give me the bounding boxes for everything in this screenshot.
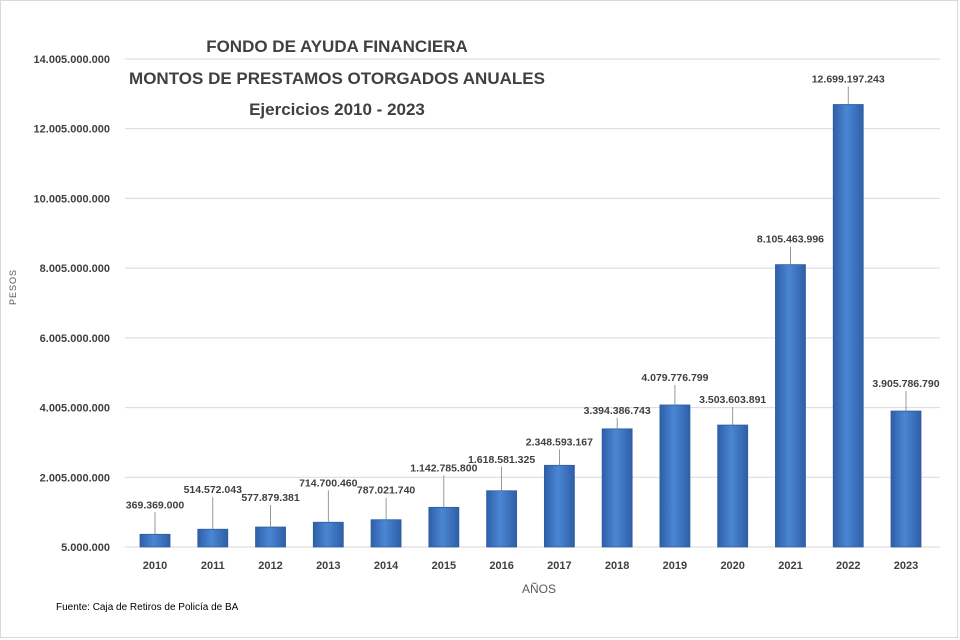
x-tick-label: 2012	[258, 560, 282, 572]
chart-title-line-2: MONTOS DE PRESTAMOS OTORGADOS ANUALES	[129, 69, 545, 88]
y-tick-label: 10.005.000.000	[34, 193, 110, 205]
bar-2022	[832, 104, 864, 548]
chart-title-line-1: FONDO DE AYUDA FINANCIERA	[206, 37, 468, 56]
data-label-2014: 787.021.740	[357, 485, 416, 497]
source-note: Fuente: Caja de Retiros de Policía de BA	[56, 602, 239, 613]
bar-2019	[659, 404, 691, 548]
data-label-2017: 2.348.593.167	[526, 436, 593, 448]
y-tick-label: 5.000.000	[61, 542, 110, 554]
bar-2013	[312, 521, 344, 548]
x-tick-label: 2011	[201, 560, 225, 572]
data-label-2018: 3.394.386.743	[584, 405, 651, 417]
x-axis-title: AÑOS	[522, 582, 556, 596]
y-tick-label: 14.005.000.000	[34, 54, 110, 66]
x-tick-label: 2019	[663, 560, 687, 572]
bar-2018	[601, 428, 633, 548]
data-label-2021: 8.105.463.996	[757, 234, 824, 246]
bar-2020	[717, 424, 749, 548]
gridlines	[125, 58, 940, 548]
data-label-2019: 4.079.776.799	[641, 372, 708, 384]
x-tick-label: 2014	[374, 560, 399, 572]
x-tick-label: 2017	[547, 560, 571, 572]
x-tick-label: 2020	[720, 560, 744, 572]
x-tick-label: 2023	[894, 560, 918, 572]
x-tick-label: 2013	[316, 560, 340, 572]
y-tick-label: 2.005.000.000	[40, 472, 110, 484]
x-tick-label: 2010	[143, 560, 167, 572]
x-axis-ticks: 2010 2011 2012 2013 2014 2015 2016 2017 2018 2019…	[143, 560, 918, 572]
data-label-2011: 514.572.043	[184, 484, 243, 496]
bar-2011	[197, 528, 229, 548]
y-axis-title: PESOS	[8, 269, 18, 305]
data-label-2015: 1.142.785.800	[410, 462, 477, 474]
bar-2014	[370, 519, 402, 548]
x-tick-label: 2021	[778, 560, 802, 572]
data-label-2012: 577.879.381	[241, 492, 300, 504]
x-tick-label: 2016	[489, 560, 513, 572]
x-tick-label: 2022	[836, 560, 860, 572]
chart-title-line-3: Ejercicios 2010 - 2023	[249, 100, 425, 119]
y-axis-ticks: 5.000.000 2.005.000.000 4.005.000.000 6.005…	[34, 54, 110, 554]
y-tick-label: 6.005.000.000	[40, 333, 110, 345]
bar-2017	[543, 464, 575, 548]
data-label-2010: 369.369.000	[126, 499, 185, 511]
y-tick-label: 4.005.000.000	[40, 403, 110, 415]
data-label-2013: 714.700.460	[299, 477, 358, 489]
x-tick-label: 2015	[432, 560, 456, 572]
bar-2010	[139, 533, 171, 548]
data-label-2023: 3.905.786.790	[872, 378, 939, 390]
bar-2021	[775, 264, 806, 548]
data-label-2016: 1.618.581.325	[468, 454, 535, 466]
bars	[139, 104, 922, 548]
data-label-2020: 3.503.603.891	[699, 394, 766, 406]
bar-2012	[255, 526, 286, 548]
chart-title: FONDO DE AYUDA FINANCIERA MONTOS DE PRES…	[129, 37, 545, 119]
bar-2015	[428, 506, 460, 548]
bar-2023	[890, 410, 922, 548]
y-tick-label: 12.005.000.000	[34, 124, 110, 136]
label-leader-lines	[154, 86, 907, 535]
data-label-2022: 12.699.197.243	[812, 74, 885, 86]
y-tick-label: 8.005.000.000	[40, 263, 110, 275]
x-tick-label: 2018	[605, 560, 629, 572]
bar-2016	[486, 490, 518, 548]
